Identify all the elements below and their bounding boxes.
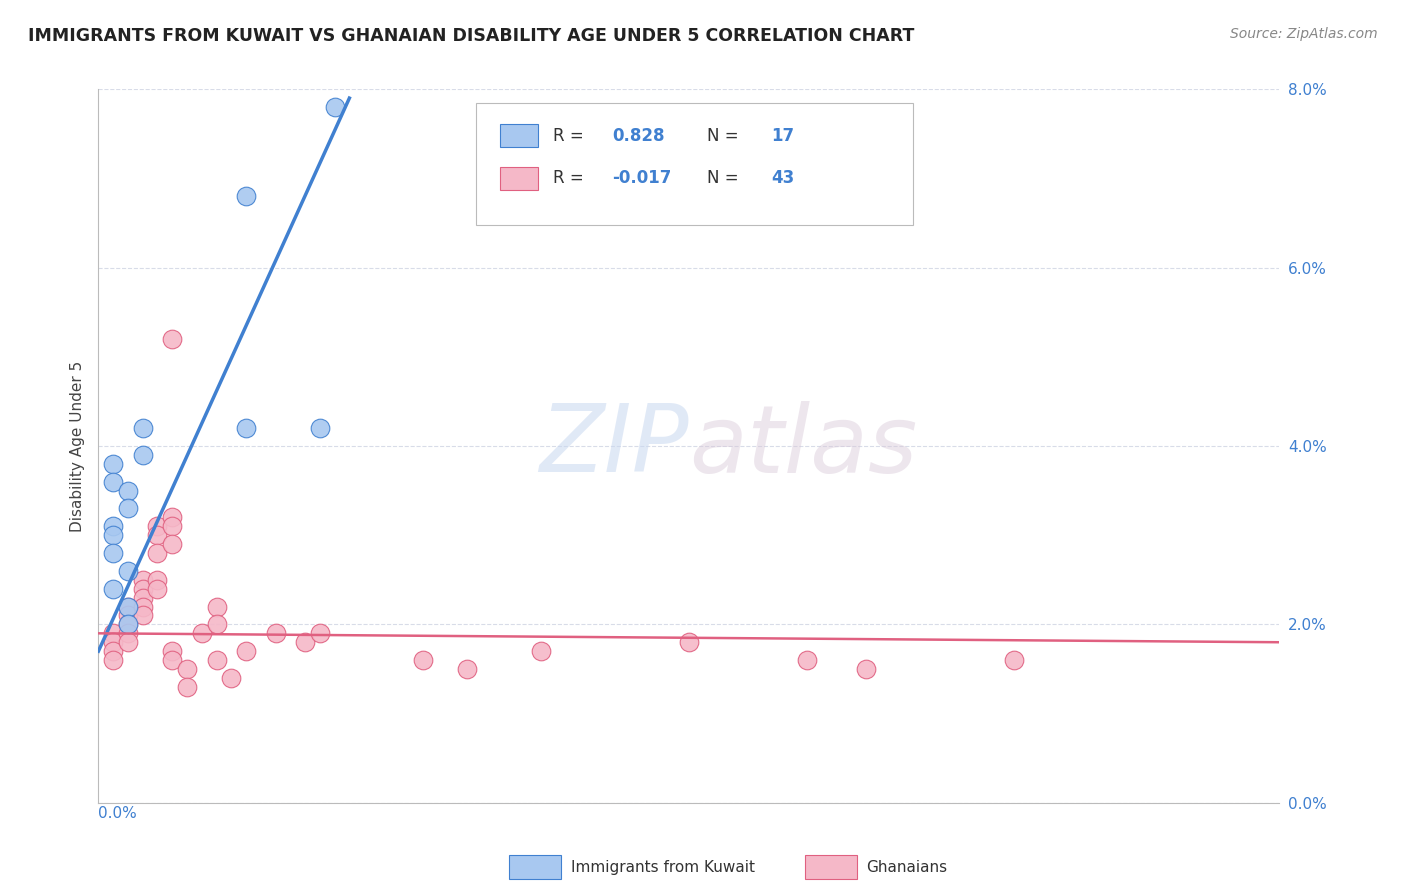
Point (146, 582, 169, 596)
Point (132, 573, 155, 587)
Text: 43: 43 (772, 169, 794, 187)
Point (117, 599, 139, 614)
Point (132, 599, 155, 614)
Point (456, 662, 478, 676)
Point (146, 528, 169, 542)
Text: IMMIGRANTS FROM KUWAIT VS GHANAIAN DISABILITY AGE UNDER 5 CORRELATION CHART: IMMIGRANTS FROM KUWAIT VS GHANAIAN DISAB… (28, 27, 914, 45)
FancyBboxPatch shape (501, 124, 537, 147)
Point (117, 617, 139, 632)
Point (103, 519, 125, 533)
Point (162, 519, 183, 533)
Point (205, 617, 228, 632)
Point (132, 421, 155, 435)
Text: R =: R = (553, 127, 589, 145)
Point (530, 644, 553, 658)
Text: Immigrants from Kuwait: Immigrants from Kuwait (571, 860, 755, 874)
Point (412, 653, 434, 667)
Point (117, 608, 139, 623)
FancyBboxPatch shape (509, 855, 561, 880)
Point (176, 662, 198, 676)
Point (1002, 653, 1025, 667)
FancyBboxPatch shape (501, 167, 537, 190)
Point (103, 546, 125, 560)
Point (103, 475, 125, 489)
Point (162, 653, 183, 667)
Point (323, 100, 346, 114)
Point (678, 635, 700, 649)
Point (117, 501, 139, 516)
Point (103, 626, 125, 640)
Text: N =: N = (707, 127, 744, 145)
Point (264, 626, 287, 640)
Point (219, 671, 242, 685)
Point (132, 608, 155, 623)
Point (308, 626, 332, 640)
Text: ZIP: ZIP (540, 401, 689, 491)
Point (796, 653, 818, 667)
Text: 0.828: 0.828 (612, 127, 665, 145)
Point (117, 617, 139, 632)
Point (103, 457, 125, 471)
Point (235, 189, 257, 203)
Text: N =: N = (707, 169, 744, 187)
Point (162, 332, 183, 346)
Point (146, 573, 169, 587)
Point (146, 546, 169, 560)
Point (162, 510, 183, 524)
FancyBboxPatch shape (804, 855, 856, 880)
Text: Ghanaians: Ghanaians (866, 860, 948, 874)
Point (132, 448, 155, 462)
Point (117, 635, 139, 649)
Point (117, 599, 139, 614)
Point (146, 519, 169, 533)
Point (176, 680, 198, 694)
Point (103, 582, 125, 596)
Point (294, 635, 316, 649)
Text: -0.017: -0.017 (612, 169, 672, 187)
Point (191, 626, 214, 640)
Point (132, 582, 155, 596)
Point (117, 626, 139, 640)
Point (103, 653, 125, 667)
FancyBboxPatch shape (477, 103, 914, 225)
Point (103, 644, 125, 658)
Point (308, 421, 332, 435)
Point (117, 564, 139, 578)
Text: R =: R = (553, 169, 589, 187)
Point (162, 644, 183, 658)
Point (117, 483, 139, 498)
Point (162, 537, 183, 551)
Point (132, 591, 155, 605)
Point (205, 599, 228, 614)
Point (205, 653, 228, 667)
Point (103, 528, 125, 542)
Point (235, 421, 257, 435)
Text: atlas: atlas (689, 401, 917, 491)
Point (235, 644, 257, 658)
Text: 17: 17 (772, 127, 794, 145)
Point (855, 662, 877, 676)
Text: Source: ZipAtlas.com: Source: ZipAtlas.com (1230, 27, 1378, 41)
Point (103, 635, 125, 649)
Y-axis label: Disability Age Under 5: Disability Age Under 5 (69, 360, 84, 532)
Text: 0.0%: 0.0% (98, 805, 138, 821)
